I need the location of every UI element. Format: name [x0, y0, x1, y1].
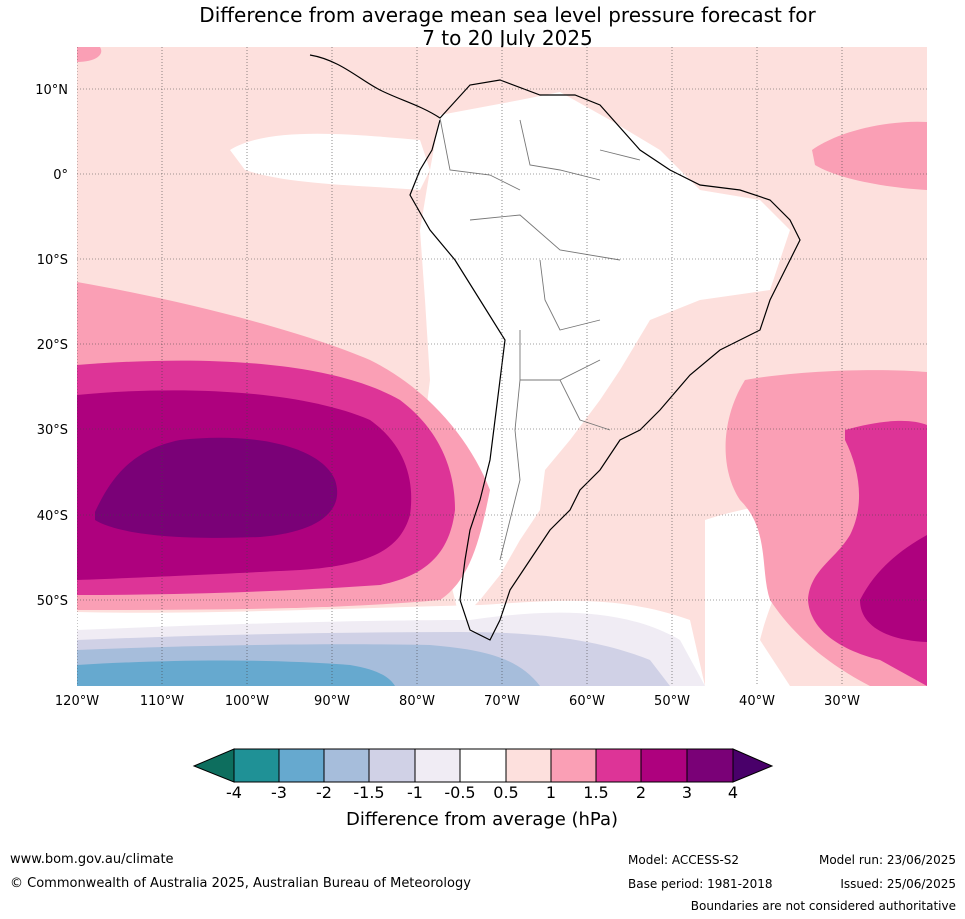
lon-label: 100°W: [225, 694, 269, 709]
colorbar-tick-label: -1: [407, 783, 423, 802]
anomaly-fill-1-to-1-5-east-equator: [812, 121, 927, 190]
colorbar-tick-label: -3: [271, 783, 287, 802]
anomaly-fill-neutral-pacific: [230, 133, 430, 190]
colorbar-swatch: [459, 748, 507, 783]
lat-label: 30°S: [37, 423, 68, 438]
lat-label: 50°S: [37, 594, 68, 609]
lat-label: 0°: [53, 168, 68, 183]
colorbar-swatch: [323, 748, 370, 783]
map-title: Difference from average mean sea level p…: [0, 4, 965, 50]
lon-label: 90°W: [314, 694, 350, 709]
colorbar-tick-label: 1: [546, 783, 556, 802]
colorbar-tick-label: -1.5: [353, 783, 384, 802]
base-period: Base period: 1981-2018: [628, 877, 773, 891]
colorbar: [192, 748, 774, 783]
colorbar-tick-label: -0.5: [444, 783, 475, 802]
lon-label: 80°W: [399, 694, 435, 709]
model-run-date: Model run: 23/06/2025: [818, 853, 956, 867]
lat-label: 40°S: [37, 509, 68, 524]
colorbar-tick-label: -4: [226, 783, 242, 802]
colorbar-swatch-gt4: [732, 748, 774, 783]
colorbar-swatch: [414, 748, 461, 783]
colorbar-tick-label: 1.5: [583, 783, 608, 802]
colorbar-swatch-lt-neg4: [192, 748, 235, 783]
map-field: [77, 47, 927, 686]
colorbar-tick-labels: -4 -3 -2 -1.5 -1 -0.5 0.5 1 1.5 2 3 4: [226, 783, 738, 802]
colorbar-swatch: [505, 748, 552, 783]
title-line-1: Difference from average mean sea level p…: [199, 3, 816, 27]
colorbar-swatch: [278, 748, 325, 783]
lon-label: 30°W: [824, 694, 860, 709]
boundary-disclaimer: Boundaries are not considered authoritat…: [690, 899, 956, 913]
lon-label: 120°W: [55, 694, 99, 709]
colorbar-tick-label: 3: [682, 783, 692, 802]
colorbar-swatch: [233, 748, 280, 783]
website-link[interactable]: www.bom.gov.au/climate: [10, 852, 174, 867]
graticule: [77, 47, 927, 686]
latitude-labels: 10°N 0° 10°S 20°S 30°S 40°S 50°S: [35, 83, 68, 609]
anomaly-fill-minus-3-to-minus-2: [77, 660, 395, 686]
colorbar-swatch: [640, 748, 688, 783]
lat-label: 10°S: [37, 253, 68, 268]
country-borders: [439, 117, 641, 561]
anomaly-fill-2-to-3-atlantic: [860, 535, 927, 642]
lon-label: 110°W: [140, 694, 184, 709]
lat-label: 10°N: [35, 83, 68, 98]
copyright-text: © Commonwealth of Australia 2025, Austra…: [10, 876, 471, 891]
lon-label: 50°W: [654, 694, 690, 709]
colorbar-swatch: [686, 748, 734, 783]
title-line-2: 7 to 20 July 2025: [422, 26, 593, 50]
anomaly-fill-neutral-continent: [420, 92, 790, 620]
anomaly-fill-1-to-1-5-northwest: [77, 47, 102, 62]
continent-coastline: [309, 54, 801, 641]
issued-date: Issued: 25/06/2025: [840, 877, 956, 891]
lon-label: 60°W: [569, 694, 605, 709]
lon-label: 40°W: [739, 694, 775, 709]
lat-label: 20°S: [37, 338, 68, 353]
colorbar-swatch: [595, 748, 642, 783]
colorbar-tick-label: -2: [316, 783, 332, 802]
colorbar-tick-label: 4: [728, 783, 738, 802]
colorbar-tick-label: 2: [636, 783, 646, 802]
lon-label: 70°W: [484, 694, 520, 709]
anomaly-fill-3-to-4-pacific: [95, 437, 338, 538]
colorbar-tick-label: 0.5: [493, 783, 518, 802]
colorbar-title: Difference from average (hPa): [346, 809, 618, 830]
longitude-labels: 120°W 110°W 100°W 90°W 80°W 70°W 60°W 50…: [55, 694, 860, 709]
colorbar-swatch: [368, 748, 416, 783]
model-name: Model: ACCESS-S2: [628, 853, 740, 867]
colorbar-swatch: [550, 748, 597, 783]
